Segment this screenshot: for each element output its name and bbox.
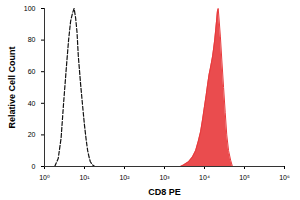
svg-text:10⁴: 10⁴ <box>199 174 210 181</box>
svg-text:0: 0 <box>32 163 36 170</box>
svg-text:80: 80 <box>28 36 36 43</box>
svg-text:10⁰: 10⁰ <box>39 174 50 181</box>
svg-text:CD8 PE: CD8 PE <box>148 187 181 197</box>
svg-text:20: 20 <box>28 131 36 138</box>
svg-text:10²: 10² <box>119 174 130 181</box>
svg-text:10⁶: 10⁶ <box>279 174 290 181</box>
svg-text:60: 60 <box>28 68 36 75</box>
svg-text:10³: 10³ <box>159 174 170 181</box>
svg-text:10⁵: 10⁵ <box>239 174 250 181</box>
svg-text:100: 100 <box>24 5 36 12</box>
svg-text:Relative Cell Count: Relative Cell Count <box>7 46 17 128</box>
svg-text:40: 40 <box>28 100 36 107</box>
svg-text:10¹: 10¹ <box>79 174 90 181</box>
